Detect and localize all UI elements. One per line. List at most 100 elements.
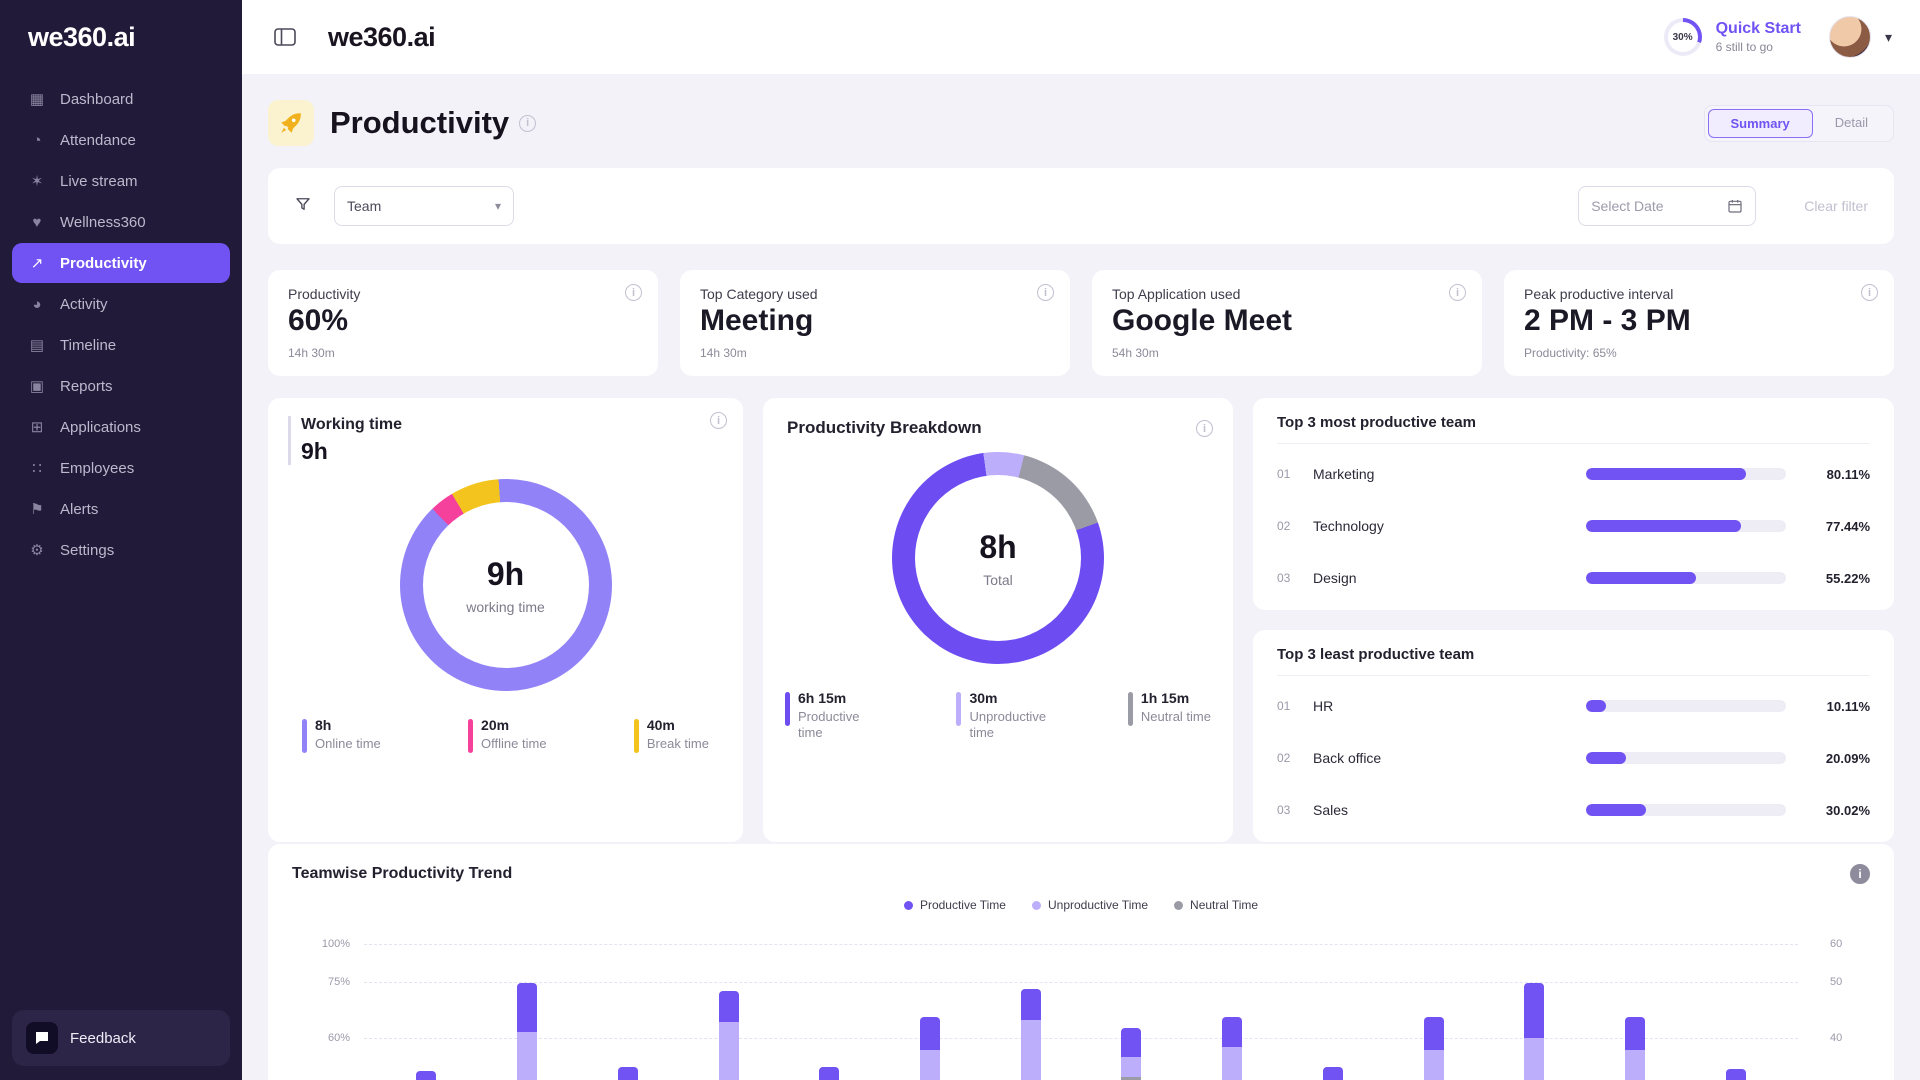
legend-item-offline: 20m Offline time bbox=[468, 717, 547, 753]
team-filter-value: Team bbox=[347, 198, 382, 214]
rank: 03 bbox=[1277, 571, 1291, 585]
timeline-icon: ▤ bbox=[29, 337, 45, 354]
legend-item-productive: 6h 15m Productive time bbox=[785, 690, 886, 742]
top-productive-teams-card: Top 3 most productive team 01 Marketing … bbox=[1253, 398, 1894, 610]
info-icon[interactable]: i bbox=[1449, 284, 1466, 301]
card-title: Top 3 most productive team bbox=[1277, 414, 1870, 444]
donut-center-value: 9h bbox=[486, 555, 525, 592]
sidebar-item-reports[interactable]: ▣ Reports bbox=[12, 366, 230, 406]
trend-bar bbox=[1322, 1067, 1343, 1080]
chevron-down-icon[interactable]: ▾ bbox=[1884, 28, 1892, 45]
sidebar-item-alerts[interactable]: ⚑ Alerts bbox=[12, 489, 230, 529]
trend-bar bbox=[919, 1017, 940, 1080]
team-name: HR bbox=[1313, 698, 1334, 714]
sidebar-item-label: Live stream bbox=[60, 172, 138, 190]
info-icon[interactable]: i bbox=[625, 284, 642, 301]
y-axis-right-tick: 50 bbox=[1830, 976, 1843, 988]
clear-filter-button[interactable]: Clear filter bbox=[1804, 198, 1868, 214]
team-name: Technology bbox=[1313, 518, 1384, 534]
tab-detail[interactable]: Detail bbox=[1834, 114, 1868, 130]
stat-value: 60% bbox=[288, 304, 349, 337]
info-icon[interactable]: i bbox=[1861, 284, 1878, 301]
trend-title: Teamwise Productivity Trend bbox=[292, 865, 513, 882]
sidebar-item-wellness360[interactable]: ♥ Wellness360 bbox=[12, 202, 230, 242]
team-percent: 20.09% bbox=[1825, 750, 1870, 766]
sidebar-item-settings[interactable]: ⚙ Settings bbox=[12, 530, 230, 570]
sidebar-item-applications[interactable]: ⊞ Applications bbox=[12, 407, 230, 447]
legend-label: Unproductive Time bbox=[1047, 898, 1149, 912]
reports-icon: ▣ bbox=[29, 378, 45, 395]
sidebar-item-live-stream[interactable]: ✶ Live stream bbox=[12, 161, 230, 201]
team-percent: 80.11% bbox=[1826, 466, 1870, 482]
progress-fill bbox=[1586, 752, 1627, 764]
sidebar-item-dashboard[interactable]: ▦ Dashboard bbox=[12, 79, 230, 119]
team-name: Marketing bbox=[1313, 466, 1375, 482]
sidebar: we360.ai ▦ Dashboard ◔ Attendance ✶ Live… bbox=[0, 0, 242, 1080]
chevron-down-icon: ▾ bbox=[494, 199, 501, 213]
sidebar-collapse-icon[interactable] bbox=[268, 22, 302, 52]
sidebar-logo: we360.ai bbox=[28, 22, 136, 52]
trend-bar bbox=[416, 1071, 437, 1080]
working-time-card: Working time 9h i 9h working time bbox=[268, 398, 743, 842]
sidebar-item-label: Applications bbox=[60, 418, 141, 436]
progress-track bbox=[1586, 572, 1786, 584]
trend-plot: 100% 60 75% 50 60% 40 bbox=[292, 936, 1870, 1080]
sidebar-item-label: Reports bbox=[60, 377, 113, 395]
progress-fill bbox=[1586, 700, 1607, 712]
table-row: 03 Sales 30.02% bbox=[1277, 788, 1870, 832]
stat-label: Top Category used bbox=[700, 286, 818, 302]
table-row: 01 HR 10.11% bbox=[1277, 684, 1870, 728]
team-filter-select[interactable]: Team ▾ bbox=[334, 186, 514, 226]
donut-center: 9h working time bbox=[422, 502, 589, 668]
legend-chip bbox=[468, 719, 474, 753]
quick-start-progress-ring[interactable]: 30% bbox=[1663, 18, 1702, 56]
info-icon[interactable]: i bbox=[710, 412, 727, 429]
legend-label: Break time bbox=[646, 736, 709, 751]
y-axis-left-tick: 75% bbox=[327, 976, 350, 988]
legend-label: Unproductive time bbox=[969, 709, 1047, 741]
breakdown-title: Productivity Breakdown bbox=[787, 418, 982, 437]
trend-bar bbox=[819, 1067, 840, 1080]
legend-dot bbox=[1174, 900, 1184, 910]
legend-value: 20m bbox=[481, 717, 510, 733]
info-icon[interactable]: i bbox=[519, 114, 537, 132]
trend-bar bbox=[1624, 1017, 1645, 1080]
date-picker-input[interactable]: Select Date bbox=[1578, 186, 1757, 226]
donut-center-label: working time bbox=[466, 598, 545, 615]
y-axis-left-tick: 60% bbox=[327, 1032, 350, 1044]
least-productive-teams-card: Top 3 least productive team 01 HR 10.11%… bbox=[1253, 630, 1894, 842]
quick-start-title: Quick Start bbox=[1715, 20, 1801, 37]
sidebar-item-productivity[interactable]: ↗ Productivity bbox=[12, 243, 230, 283]
team-percent: 77.44% bbox=[1825, 518, 1870, 534]
filter-funnel-icon bbox=[294, 195, 312, 218]
trend-bar bbox=[1725, 1069, 1746, 1080]
sidebar-item-label: Dashboard bbox=[60, 90, 134, 108]
team-percent: 10.11% bbox=[1826, 698, 1870, 714]
info-icon[interactable]: i bbox=[1037, 284, 1054, 301]
middle-row: Working time 9h i 9h working time bbox=[268, 398, 1894, 842]
avatar[interactable] bbox=[1828, 16, 1871, 58]
tab-summary[interactable]: Summary bbox=[1707, 108, 1813, 138]
stat-cards: Productivity 60% 14h 30m i Top Category … bbox=[268, 270, 1894, 376]
donut-center: 8h Total bbox=[915, 475, 1081, 641]
legend-item-neutral: Neutral Time bbox=[1174, 898, 1258, 912]
quick-start[interactable]: Quick Start 6 still to go bbox=[1716, 20, 1801, 54]
legend-dot bbox=[1031, 900, 1041, 910]
wellness-icon: ♥ bbox=[32, 213, 42, 231]
sidebar-item-employees[interactable]: ∷ Employees bbox=[12, 448, 230, 488]
info-icon[interactable]: i bbox=[1850, 864, 1870, 884]
working-time-title: Working time bbox=[301, 416, 403, 433]
info-icon[interactable]: i bbox=[1196, 420, 1213, 437]
progress-track bbox=[1586, 700, 1786, 712]
legend-item-neutral: 1h 15m Neutral time bbox=[1127, 690, 1211, 742]
feedback-button[interactable]: Feedback bbox=[12, 1010, 230, 1066]
sidebar-item-timeline[interactable]: ▤ Timeline bbox=[12, 325, 230, 365]
activity-icon: ◕ bbox=[32, 295, 42, 313]
progress-track bbox=[1586, 752, 1786, 764]
rank: 02 bbox=[1277, 519, 1291, 533]
sidebar-item-attendance[interactable]: ◔ Attendance bbox=[12, 120, 230, 160]
employees-icon: ∷ bbox=[32, 460, 42, 477]
trend-bar bbox=[1020, 989, 1041, 1080]
legend-value: 30m bbox=[969, 690, 998, 706]
sidebar-item-activity[interactable]: ◕ Activity bbox=[12, 284, 230, 324]
